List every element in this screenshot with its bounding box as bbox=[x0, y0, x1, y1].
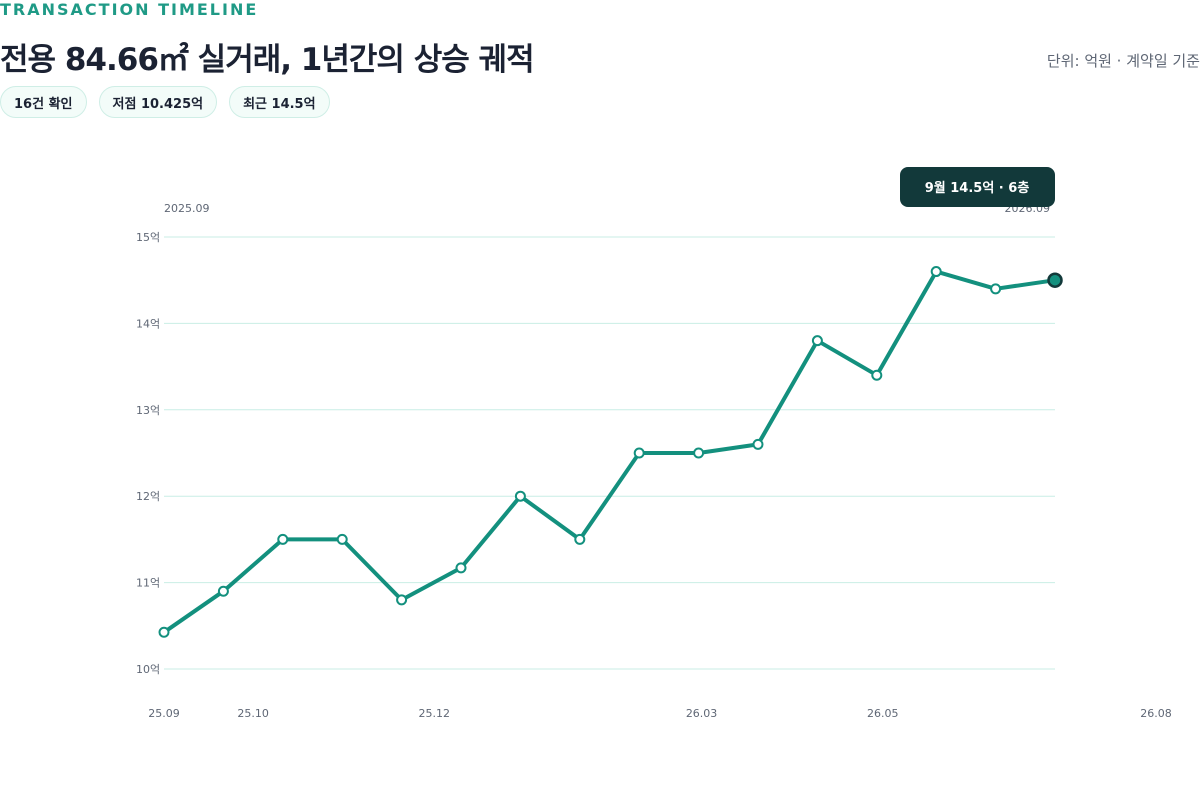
latest-tooltip: 9월 14.5억 · 6층 bbox=[900, 167, 1055, 207]
data-point bbox=[752, 438, 764, 450]
x-tick-label: 26.03 bbox=[686, 707, 718, 720]
data-point bbox=[336, 533, 348, 545]
y-tick-label: 13억 bbox=[136, 404, 160, 417]
x-axis: 25.09 25.10 25.12 26.03 26.05 26.08 bbox=[148, 707, 1171, 720]
x-tick-label: 25.12 bbox=[419, 707, 451, 720]
x-tick-label: 26.08 bbox=[1140, 707, 1172, 720]
data-point bbox=[871, 369, 883, 381]
data-point bbox=[811, 335, 823, 347]
x-tick-label: 25.10 bbox=[237, 707, 269, 720]
data-point bbox=[217, 585, 229, 597]
x-tick-label: 25.09 bbox=[148, 707, 180, 720]
range-start-label: 2025.09 bbox=[164, 202, 210, 215]
data-points bbox=[158, 266, 1063, 638]
y-tick-label: 15억 bbox=[136, 231, 160, 244]
summary-chips: 16건 확인 저점 10.425억 최근 14.5억 bbox=[0, 86, 330, 118]
data-point bbox=[158, 626, 170, 638]
chart-eyebrow: TRANSACTION TIMELINE bbox=[0, 0, 259, 19]
data-point bbox=[396, 594, 408, 606]
data-point bbox=[514, 490, 526, 502]
y-tick-label: 10억 bbox=[136, 663, 160, 676]
y-tick-label: 12억 bbox=[136, 490, 160, 503]
series-line bbox=[162, 269, 1057, 635]
chip-low: 저점 10.425억 bbox=[98, 86, 218, 118]
tooltip-label: 9월 14.5억 · 6층 bbox=[925, 180, 1030, 196]
tooltip-box bbox=[900, 167, 1055, 207]
data-point bbox=[455, 562, 467, 574]
y-tick-label: 11억 bbox=[136, 577, 160, 590]
unit-note: 단위: 억원 · 계약일 기준 bbox=[1046, 52, 1200, 70]
y-axis: 10억 11억 12억 13억 14억 15억 bbox=[136, 231, 160, 676]
data-point bbox=[633, 447, 645, 459]
data-point bbox=[277, 533, 289, 545]
chip-count: 16건 확인 bbox=[0, 86, 87, 118]
x-tick-label: 26.05 bbox=[867, 707, 899, 720]
y-tick-label: 14억 bbox=[136, 317, 160, 330]
grid-layer bbox=[164, 236, 1055, 670]
data-point bbox=[693, 447, 705, 459]
page-title: 전용 84.66㎡ 실거래, 1년간의 상승 궤적 bbox=[0, 42, 535, 78]
data-point bbox=[574, 533, 586, 545]
data-point bbox=[930, 266, 942, 278]
latest-data-point bbox=[1047, 272, 1063, 288]
data-point bbox=[990, 283, 1002, 295]
chip-latest: 최근 14.5억 bbox=[229, 86, 330, 118]
